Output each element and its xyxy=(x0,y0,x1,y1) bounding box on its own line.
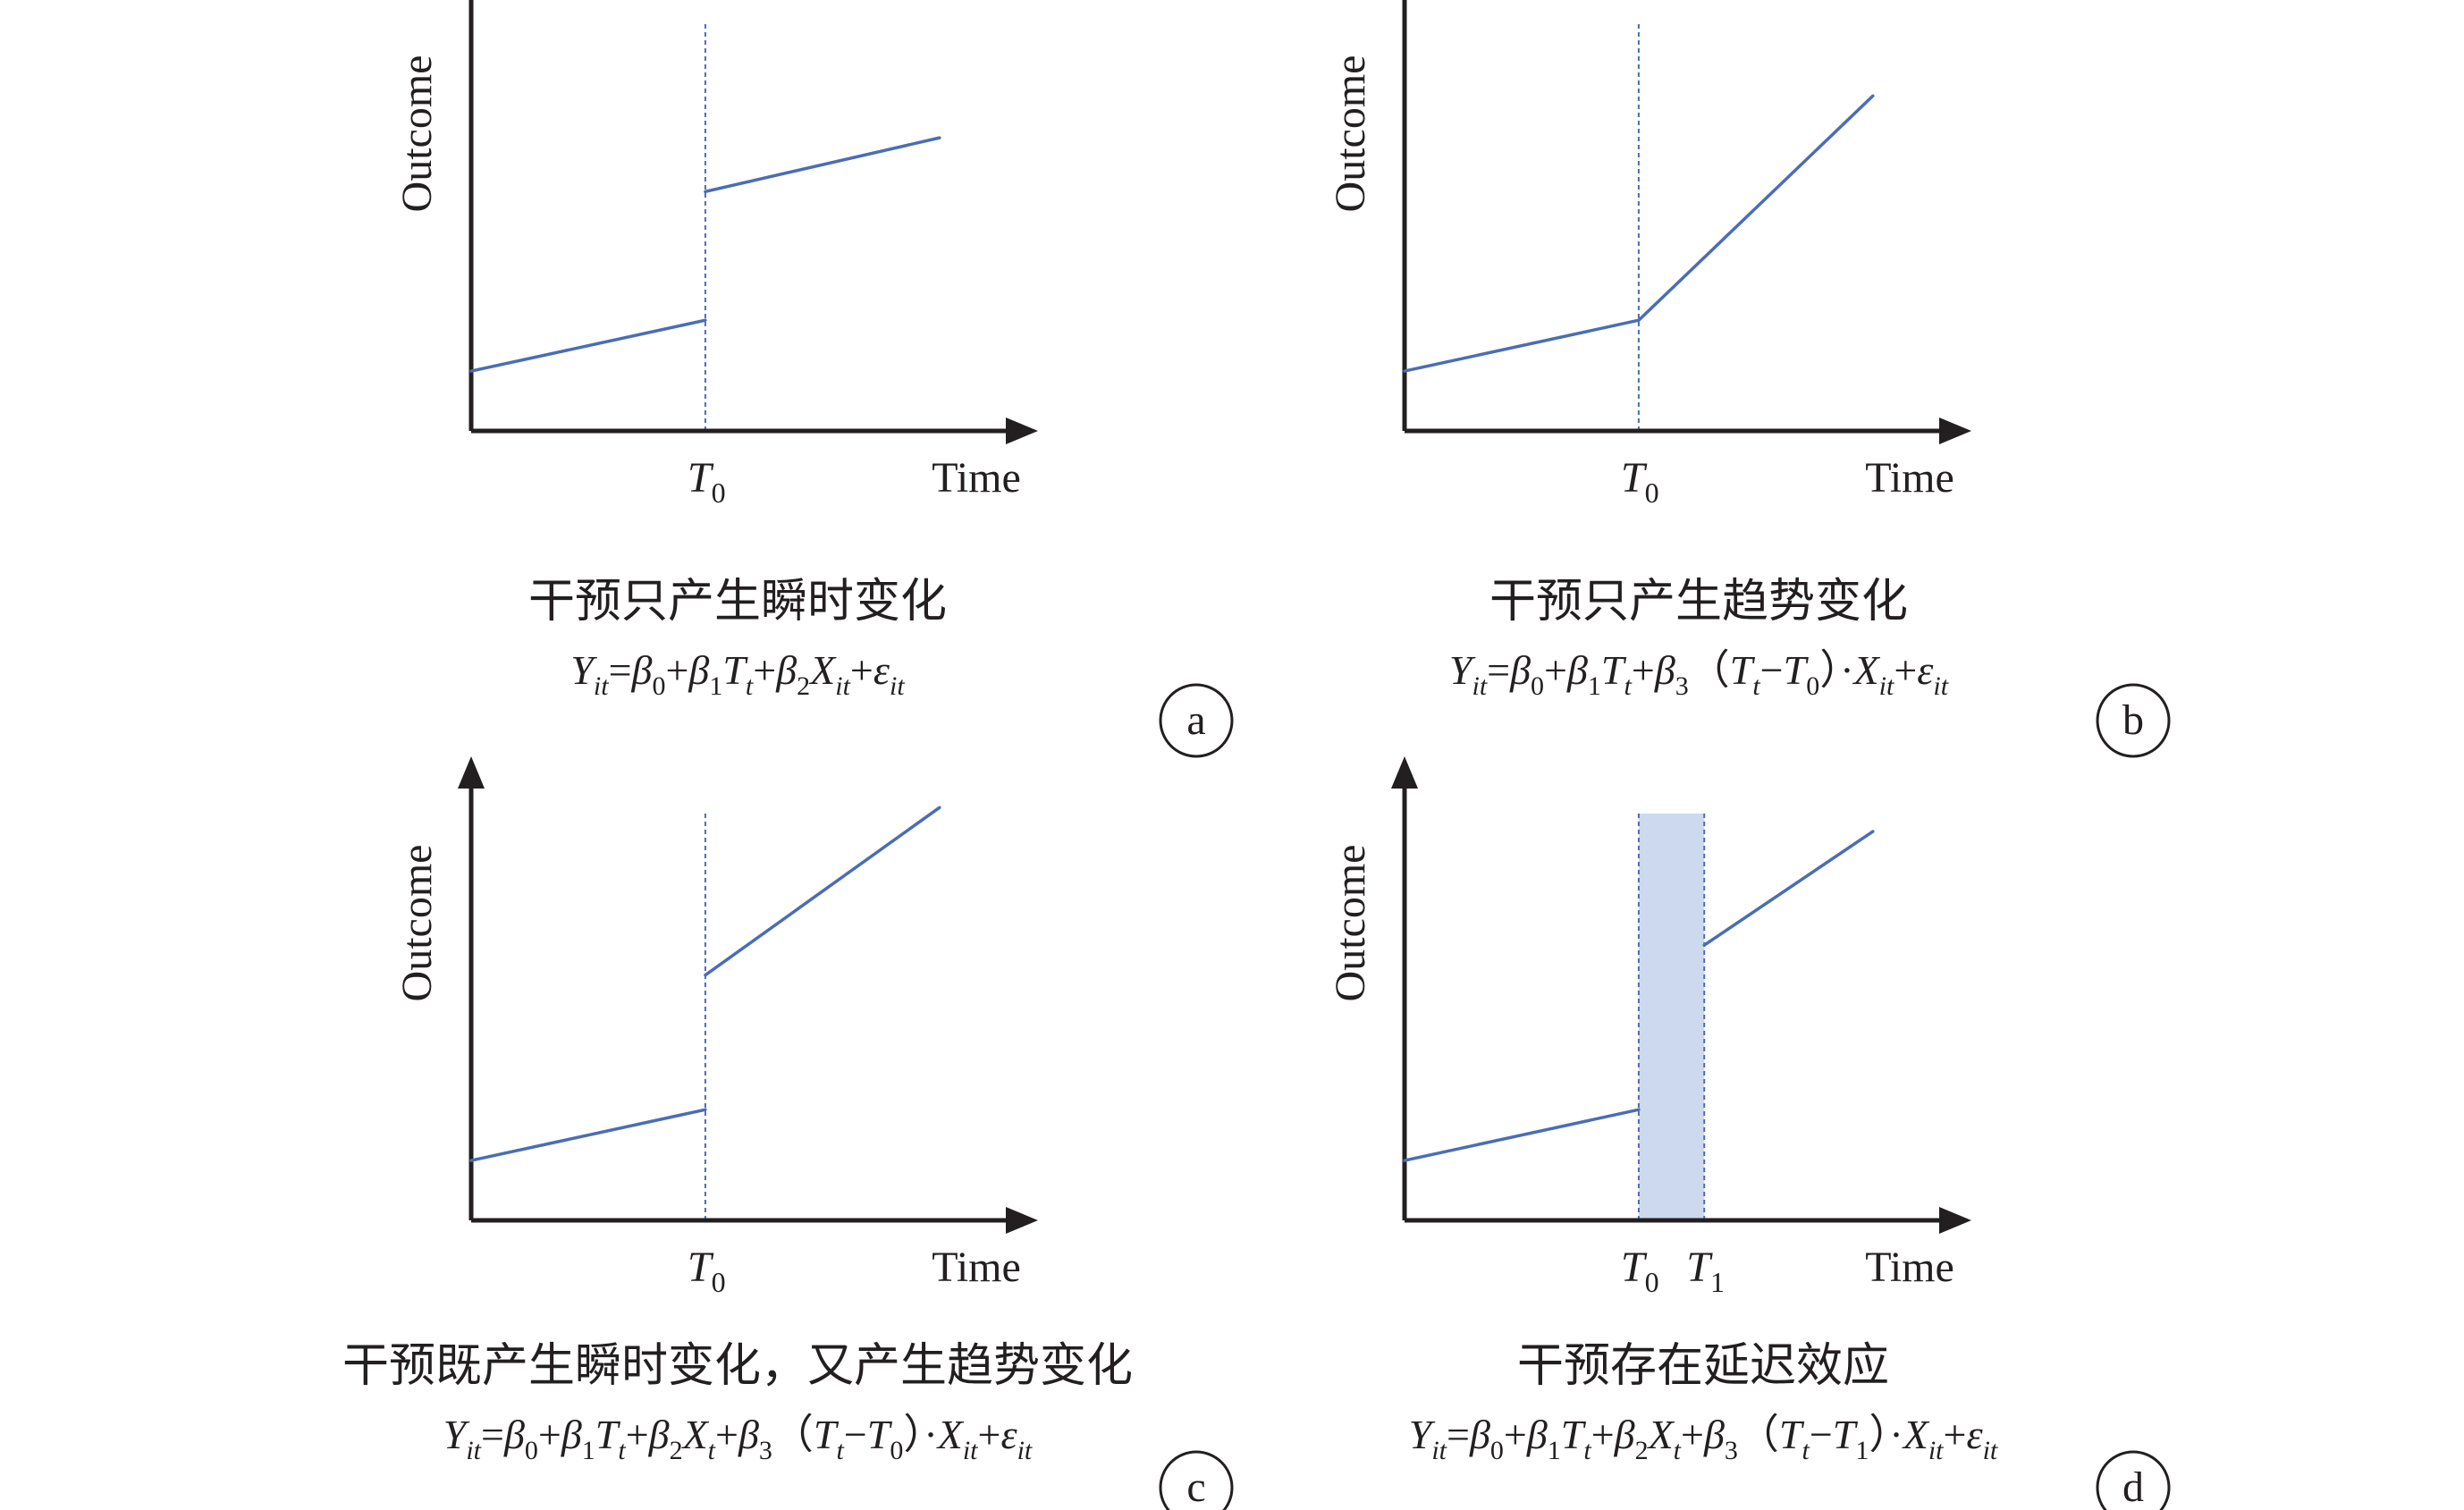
panel-badge-label: a xyxy=(1186,696,1205,744)
panel-badge-circle xyxy=(2096,1450,2171,1510)
x-axis-label: Time xyxy=(932,454,1021,502)
panel-caption: 干预只产生趋势变化 xyxy=(1489,575,1908,628)
series-1-segment xyxy=(704,806,941,977)
panel-badge-label: b xyxy=(2122,696,2144,744)
y-axis-label: Outcome xyxy=(393,55,441,213)
x-axis-label: Time xyxy=(1865,1244,1954,1291)
tick-label-T0: T0 xyxy=(1621,454,1659,509)
panel-badge-label: d xyxy=(2122,1464,2144,1510)
tick-label-T0: T0 xyxy=(688,1244,726,1298)
y-axis-arrow-icon xyxy=(1391,756,1418,789)
panel-caption: 干预存在延迟效应 xyxy=(1517,1339,1889,1393)
panel-formula: Yit=β0+β1Tt+β2Xt+β3（Tt−T1）·Xit+εit xyxy=(1409,1412,1998,1465)
x-axis-label: Time xyxy=(1865,454,1954,502)
series-1-segment xyxy=(1702,830,1875,947)
tick-label-T0: T0 xyxy=(1621,1244,1659,1298)
x-axis-arrow-icon xyxy=(1939,1207,1971,1234)
panel-formula: Yit=β0+β1Tt+β2Xit+εit xyxy=(570,647,905,701)
y-axis-arrow-icon xyxy=(458,756,485,789)
panel-badge-circle xyxy=(1159,683,1234,758)
panel-badge-label: c xyxy=(1186,1464,1205,1510)
series-1-segment xyxy=(1637,94,1875,322)
tick-label-T1: T1 xyxy=(1686,1244,1725,1298)
delay-band xyxy=(1638,814,1705,1220)
panel-c: Outcome Time T0 干预既产生瞬时变化，又产生趋势变化 Yit=β0+β1T… xyxy=(342,756,1234,1510)
y-axis-label: Outcome xyxy=(1327,55,1374,213)
panel-badge-circle xyxy=(1159,1450,1234,1510)
y-axis-label: Outcome xyxy=(393,845,441,1002)
x-axis-label: Time xyxy=(932,1244,1021,1291)
series-0-segment xyxy=(469,1108,707,1162)
panel-caption: 干预只产生瞬时变化 xyxy=(528,575,947,628)
series-0-segment xyxy=(1403,1108,1641,1162)
x-axis-arrow-icon xyxy=(1006,418,1038,444)
panel-caption: 干预既产生瞬时变化，又产生趋势变化 xyxy=(342,1339,1133,1393)
series-1-segment xyxy=(704,136,941,194)
series-0-segment xyxy=(469,318,707,373)
panel-a: Outcome Time T0 干预只产生瞬时变化 Yit=β0+β1Tt+β2Xit+… xyxy=(393,0,1234,758)
series-0-segment xyxy=(1403,318,1641,373)
panel-formula: Yit=β0+β1Tt+β3（Tt−T0）·Xit+εit xyxy=(1449,647,1949,701)
panel-badge-circle xyxy=(2096,683,2171,758)
x-axis-arrow-icon xyxy=(1006,1207,1038,1234)
x-axis-arrow-icon xyxy=(1939,418,1971,444)
panel-b: Outcome Time T0 干预只产生趋势变化 Yit=β0+β1Tt+β3（Tt−… xyxy=(1327,0,2171,758)
panel-formula: Yit=β0+β1Tt+β2Xt+β3（Tt−T0）·Xit+εit xyxy=(443,1412,1033,1465)
panel-d: Outcome Time T0 T1 干预存在延迟效应 Yit=β0+β1Tt+β2Xt+… xyxy=(1327,756,2171,1510)
y-axis-label: Outcome xyxy=(1327,845,1374,1002)
tick-label-T0: T0 xyxy=(688,454,726,509)
